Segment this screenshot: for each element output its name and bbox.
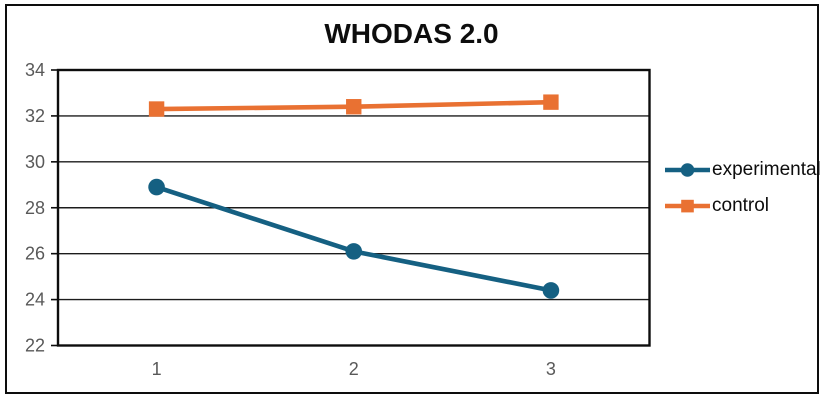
legend-item-experimental: experimental [664, 158, 821, 181]
x-axis-tick-label: 1 [152, 359, 162, 379]
data-point-experimental [345, 243, 363, 260]
data-point-control [148, 101, 165, 117]
x-axis-tick-label: 2 [349, 359, 359, 379]
y-axis-tick-label: 28 [25, 198, 45, 218]
y-axis-tick-label: 26 [25, 244, 45, 264]
data-point-experimental [148, 178, 165, 196]
x-axis-tick-label: 3 [546, 359, 556, 379]
legend-line-square-icon [665, 199, 710, 212]
legend-item-control: control [664, 194, 821, 217]
series-line-experimental [154, 184, 554, 293]
legend: experimental control [664, 158, 821, 230]
y-axis-tick-label: 24 [25, 290, 45, 310]
data-point-experimental [542, 282, 560, 299]
legend-label-experimental: experimental [712, 158, 821, 180]
y-axis-tick-label: 34 [25, 60, 45, 80]
y-axis-tick-label: 22 [25, 336, 45, 356]
chart-title: WHODAS 2.0 [324, 18, 499, 49]
y-axis-tick-label: 30 [25, 152, 45, 172]
data-point-control [346, 99, 362, 115]
legend-line-circle-icon [665, 162, 710, 177]
y-axis-tick-label: 32 [25, 106, 45, 126]
data-point-control [543, 94, 559, 110]
plot-border [56, 68, 651, 347]
legend-label-control: control [712, 194, 770, 216]
